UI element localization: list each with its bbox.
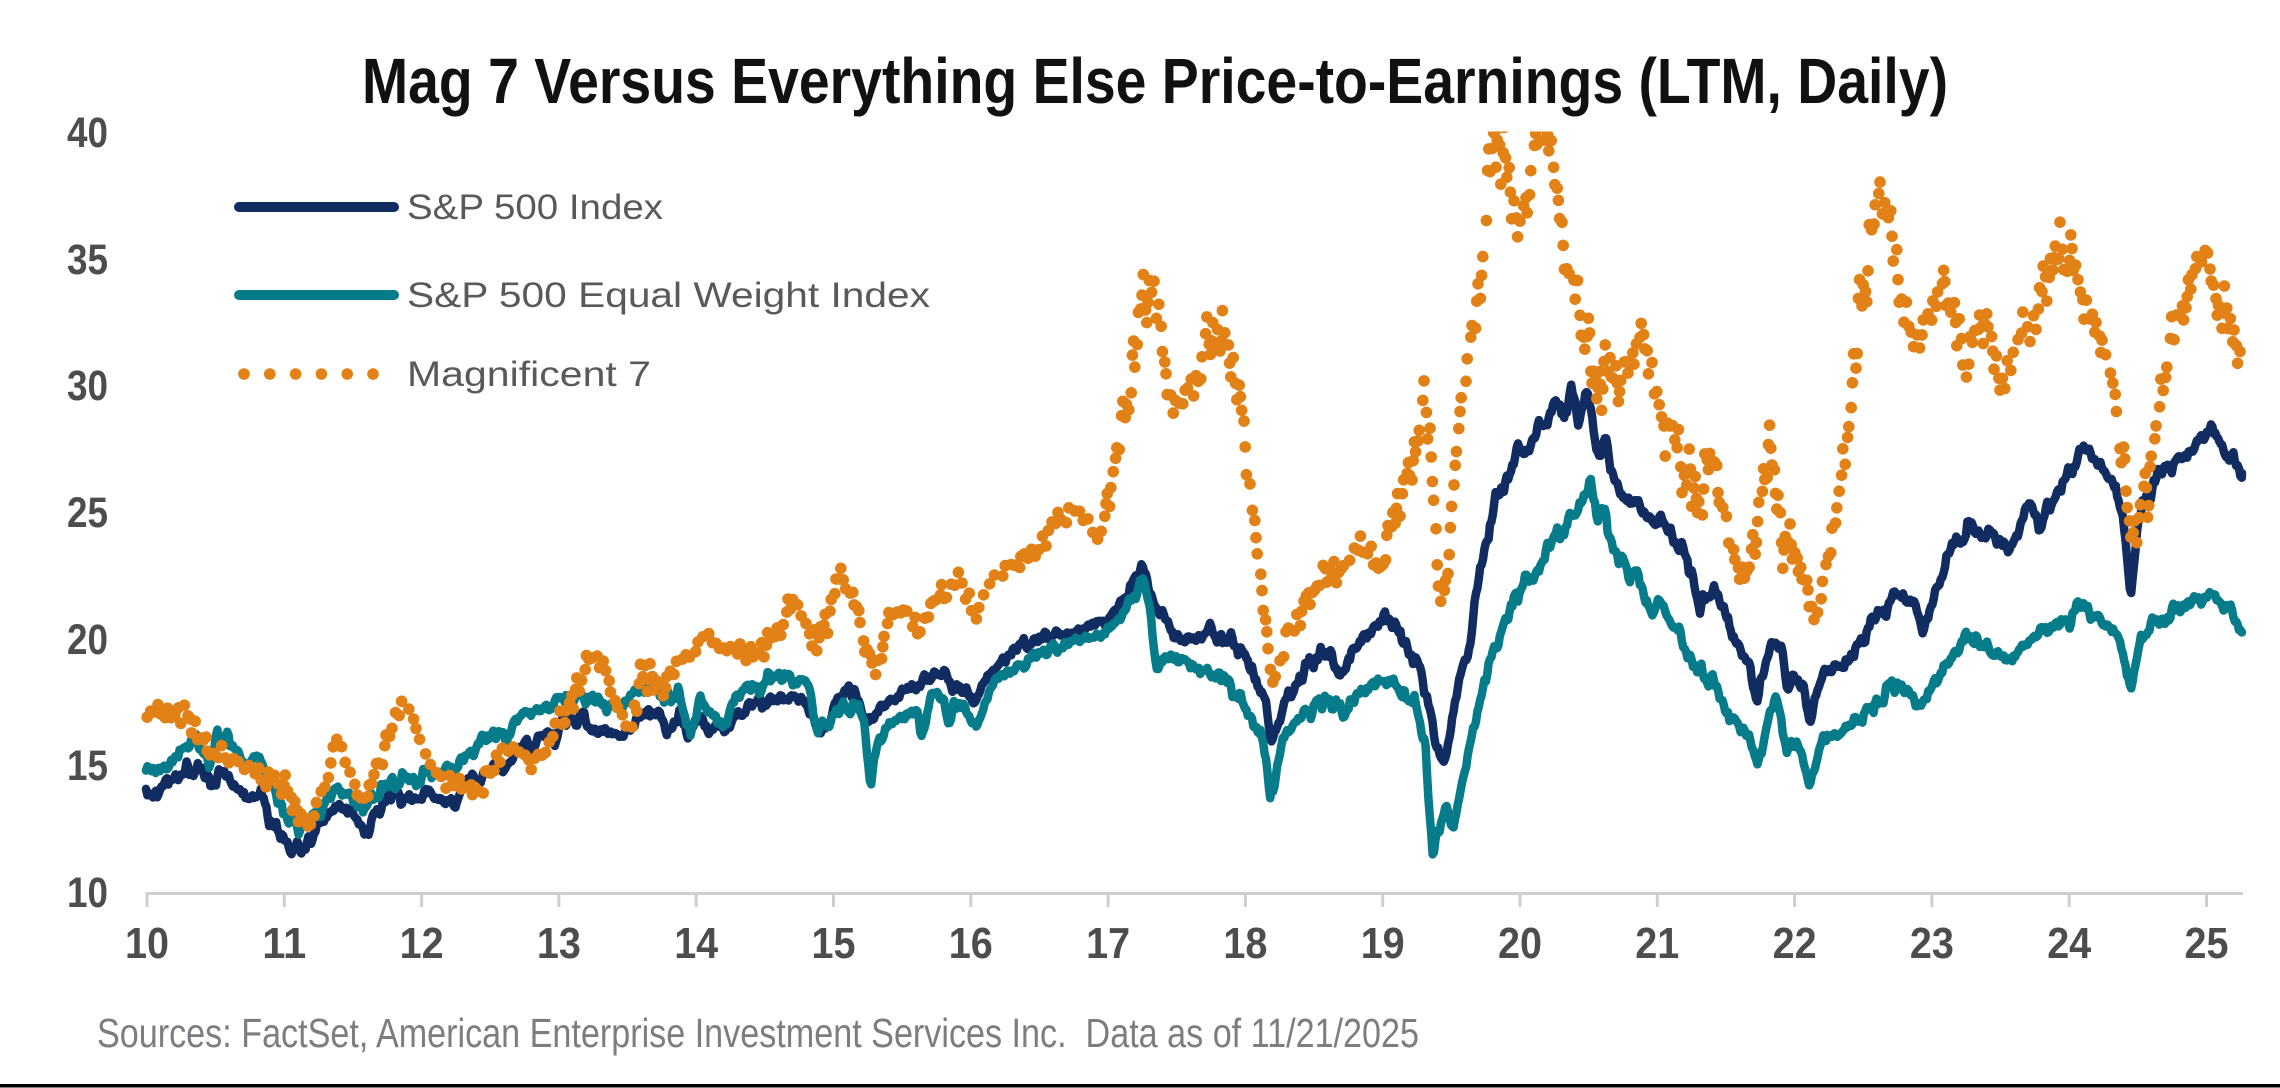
svg-text:16: 16 <box>949 919 993 968</box>
svg-text:23: 23 <box>1910 919 1954 968</box>
svg-text:20: 20 <box>67 616 108 664</box>
svg-text:25: 25 <box>2185 919 2229 968</box>
svg-text:40: 40 <box>67 109 108 157</box>
svg-text:24: 24 <box>2047 919 2091 968</box>
svg-text:11: 11 <box>262 919 306 968</box>
svg-text:S&P 500 Index: S&P 500 Index <box>407 188 664 227</box>
svg-text:15: 15 <box>67 742 108 790</box>
svg-text:Sources: FactSet, American Ent: Sources: FactSet, American Enterprise In… <box>97 1010 1419 1056</box>
svg-text:25: 25 <box>67 489 108 537</box>
svg-text:21: 21 <box>1635 919 1679 968</box>
svg-text:20: 20 <box>1498 919 1542 968</box>
svg-text:19: 19 <box>1361 919 1405 968</box>
svg-text:10: 10 <box>67 869 108 917</box>
svg-text:30: 30 <box>67 362 108 410</box>
svg-text:15: 15 <box>812 919 856 968</box>
svg-text:10: 10 <box>125 919 169 968</box>
svg-text:Magnificent 7: Magnificent 7 <box>407 355 651 394</box>
svg-text:14: 14 <box>674 919 718 968</box>
svg-text:18: 18 <box>1223 919 1267 968</box>
svg-text:22: 22 <box>1773 919 1817 968</box>
svg-text:S&P 500 Equal Weight Index: S&P 500 Equal Weight Index <box>407 276 931 315</box>
svg-text:Mag 7 Versus Everything Else P: Mag 7 Versus Everything Else Price-to-Ea… <box>362 45 1948 117</box>
svg-text:12: 12 <box>400 919 444 968</box>
svg-text:13: 13 <box>537 919 581 968</box>
svg-text:17: 17 <box>1086 919 1130 968</box>
svg-text:35: 35 <box>67 236 108 284</box>
